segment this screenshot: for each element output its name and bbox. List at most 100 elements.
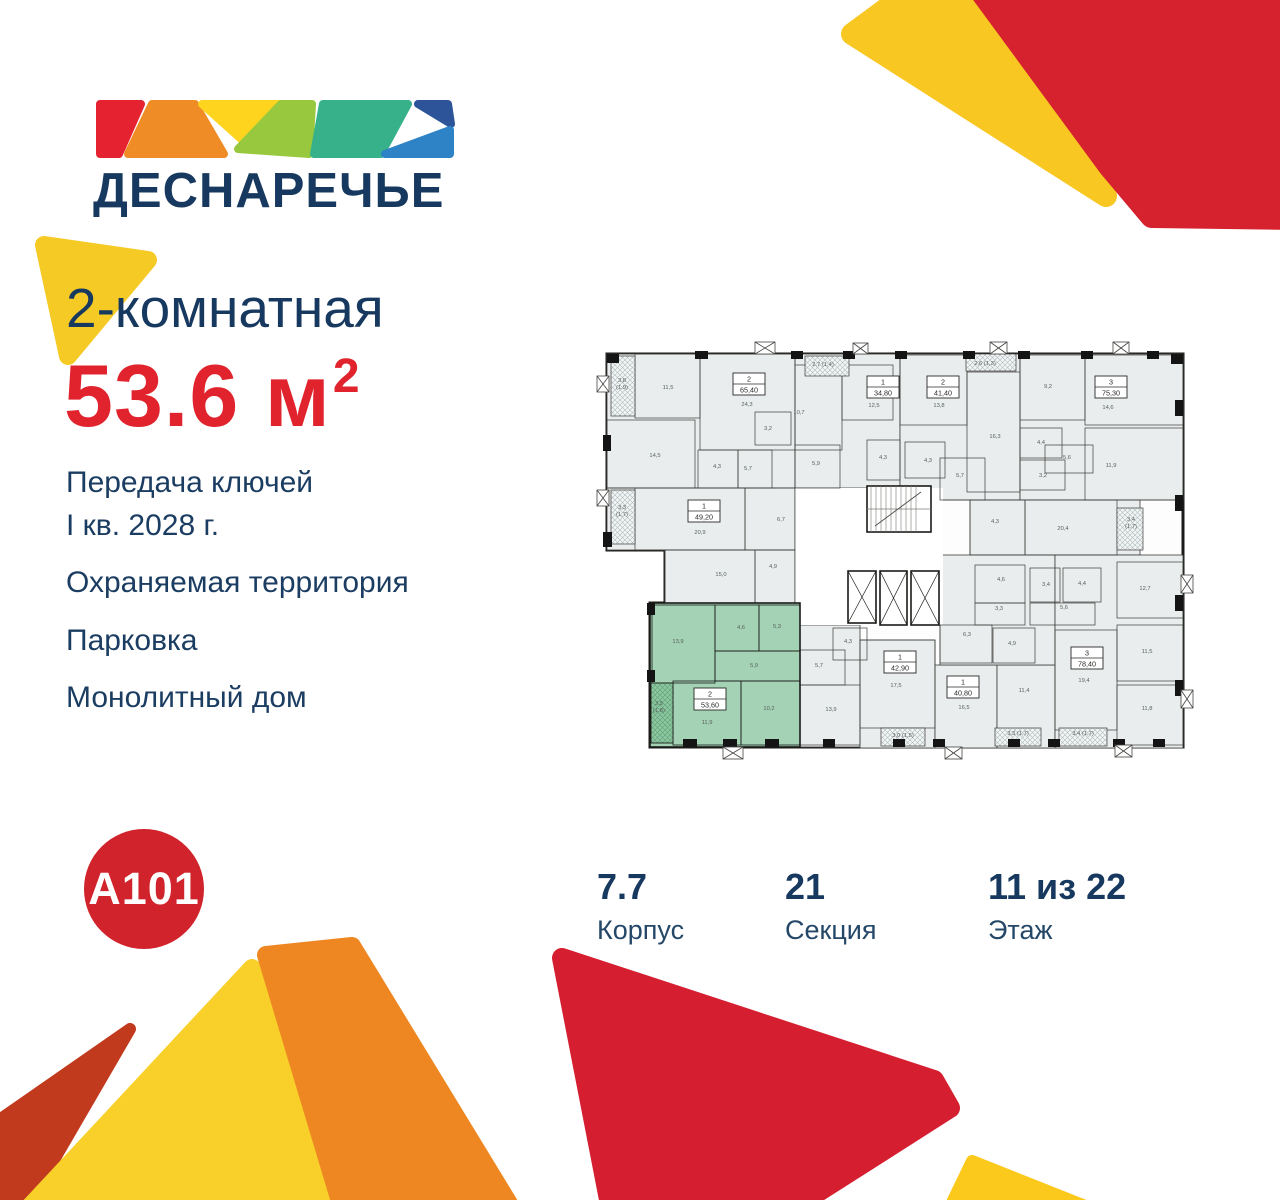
room-area-label: (1,7) — [1125, 524, 1137, 530]
room-area-label: 4,3 — [879, 455, 887, 461]
svg-text:34,80: 34,80 — [874, 389, 892, 398]
room-area-label: 5,7 — [744, 466, 752, 472]
room-area-label: 4,4 — [1037, 440, 1046, 446]
room-area-label: 16,5 — [958, 705, 969, 711]
area-superscript: 2 — [332, 350, 361, 403]
svg-text:2: 2 — [941, 378, 945, 387]
room-area-label: 12,5 — [868, 403, 879, 409]
svg-text:3: 3 — [1109, 378, 1113, 387]
deco-column-orange-bottom — [257, 937, 518, 1200]
deco-polygon-red-bottom — [552, 948, 960, 1200]
room-area-label: 3,4 — [1127, 517, 1136, 523]
room-area-label: 19,4 — [1078, 678, 1090, 684]
room-area-label: 13,8 — [933, 403, 944, 409]
unit-label-box: 375,30 — [1094, 375, 1128, 399]
deco-wedge-brick-bottom — [0, 1023, 136, 1200]
room-area-label: 2,6 (1,3) — [974, 361, 996, 367]
room-area-label: 5,7 — [956, 473, 964, 479]
highlight-apartment — [649, 602, 801, 748]
feature-list: Передача ключей I кв. 2028 г. Охраняемая … — [66, 462, 536, 735]
room-area-label: 6,7 — [777, 517, 785, 523]
svg-text:3: 3 — [1085, 649, 1089, 658]
room-area-label: 6,3 — [963, 632, 971, 638]
unit-labels: 265,40134,80241,40375,30149,20253,60142,… — [687, 372, 1128, 711]
svg-text:2: 2 — [747, 375, 751, 384]
room-area-label: (1,9) — [616, 385, 628, 391]
deco-block-red-top — [973, 0, 1280, 230]
room-area-label: 5,9 — [812, 461, 820, 467]
unit-label-box: 149,20 — [687, 499, 721, 523]
svg-text:1: 1 — [898, 653, 902, 662]
wall-pillars — [603, 351, 1183, 747]
listing-title: 2-комнатная — [66, 277, 384, 339]
detail-section: 21 Секция — [785, 866, 877, 946]
floor-value: 11 из 22 — [988, 866, 1127, 907]
room-area-label: 10,2 — [763, 706, 774, 712]
apartment-blocks — [606, 353, 1184, 749]
room-area-label: 4,3 — [991, 519, 999, 525]
room-area-label: 11,5 — [663, 385, 674, 391]
room-area-label: 5,9 — [750, 663, 758, 669]
unit-label-box: 140,80 — [946, 675, 980, 699]
room-area-label: 14,5 — [649, 453, 660, 459]
feature-item: Монолитный дом — [66, 681, 307, 715]
svg-text:78,40: 78,40 — [1078, 660, 1096, 669]
area-value: 53.6 — [64, 346, 240, 445]
unit-label-box: 253,60 — [693, 687, 727, 711]
logo-shape-dark-blue — [414, 100, 455, 128]
room-area-label: 16,3 — [989, 434, 1000, 440]
room-area-label: 11,9 — [702, 720, 713, 726]
room-area-label: 13,9 — [825, 707, 836, 713]
room-area-label: 12,7 — [1139, 586, 1150, 592]
vent-shafts — [596, 341, 1194, 760]
room-area-label: 4,3 — [844, 639, 852, 645]
svg-text:41,40: 41,40 — [934, 389, 952, 398]
room-area-label: 15,0 — [715, 572, 726, 578]
svg-text:1: 1 — [702, 502, 706, 511]
room-area-label: 13,9 — [672, 639, 683, 645]
svg-text:2: 2 — [708, 690, 712, 699]
floorplan: 265,40134,80241,40375,30149,20253,60142,… — [596, 341, 1194, 760]
area-unit: м — [264, 346, 331, 445]
room-labels: 3,8(1,9) 11,524,33,214,54,3 5,72,7 (1,4)10… — [616, 361, 1152, 739]
highlight-balcony — [650, 682, 674, 744]
room-area-label: 11,5 — [1142, 649, 1153, 655]
svg-text:75,30: 75,30 — [1102, 389, 1120, 398]
staircase — [866, 485, 932, 533]
detail-floor: 11 из 22 Этаж — [988, 866, 1126, 946]
feature-item: Парковка — [66, 623, 198, 657]
room-area-label: 4,6 — [737, 625, 745, 631]
room-area-label: 4,9 — [769, 564, 777, 570]
detail-building: 7.7 Корпус — [597, 866, 684, 946]
room-area-label: 20,9 — [694, 530, 705, 536]
listing-area: 53.6 м2 — [64, 352, 361, 440]
room-area-label: 3,4 (1,7) — [1072, 731, 1094, 737]
balconies — [610, 353, 1144, 747]
svg-text:1: 1 — [881, 378, 885, 387]
developer-logo: A101 — [84, 829, 204, 949]
feature-item: Передача ключей I кв. 2028 г. — [66, 466, 314, 542]
svg-text:40,80: 40,80 — [954, 689, 972, 698]
room-area-label: 24,3 — [741, 402, 752, 408]
deco-wedge-yellow-top — [841, 0, 1117, 207]
deco-triangle-yellow-left — [35, 236, 157, 365]
svg-text:65,40: 65,40 — [740, 386, 758, 395]
room-area-label: 3,8 — [618, 378, 626, 384]
room-area-label: 11,8 — [1142, 706, 1153, 712]
room-area-label: 4,9 — [1008, 641, 1016, 647]
svg-text:53,60: 53,60 — [701, 701, 719, 710]
room-area-label: 3,2 — [1039, 473, 1047, 479]
room-area-label: (1,7) — [616, 512, 628, 518]
room-area-label: 3,3 — [618, 505, 626, 511]
building-label: Корпус — [597, 915, 685, 945]
room-area-label: 4,3 — [713, 464, 721, 470]
unit-label-box: 142,90 — [883, 650, 917, 674]
brand-logo-mosaic — [96, 100, 455, 158]
developer-logo-text: A101 — [88, 863, 200, 914]
room-area-label: 2,7 (1,4) — [812, 362, 834, 368]
room-area-label: 17,5 — [890, 683, 901, 689]
logo-shape-red — [96, 100, 145, 158]
feature-item: Охраняемая территория — [66, 566, 409, 600]
room-area-label: 9,2 — [1044, 384, 1052, 390]
